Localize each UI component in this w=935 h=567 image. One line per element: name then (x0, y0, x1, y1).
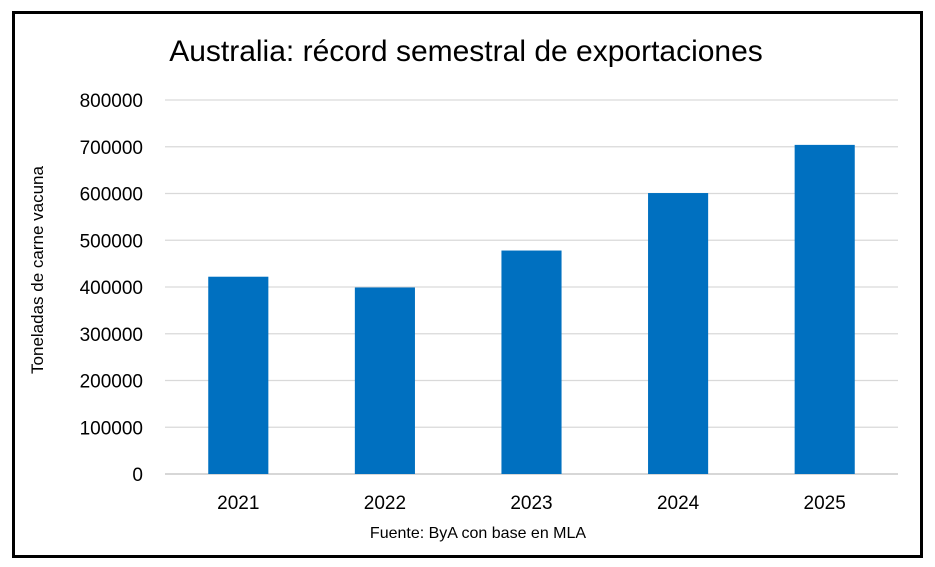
bars (208, 144, 855, 474)
x-tick-label: 2025 (804, 493, 846, 514)
y-tick-label: 200000 (80, 372, 143, 393)
y-tick-labels: 0 100000 200000 300000 400000 500000 600000 700… (80, 91, 143, 486)
y-tick-label: 400000 (80, 278, 143, 299)
bar-2022 (354, 287, 415, 474)
y-tick-label: 0 (132, 465, 143, 486)
y-axis-label: Toneladas de carne vacuna (28, 165, 47, 373)
x-tick-label: 2021 (217, 493, 259, 514)
x-tick-label: 2024 (657, 493, 700, 514)
x-tick-label: 2023 (510, 493, 552, 514)
bar-2023 (501, 250, 562, 474)
chart-frame (12, 11, 923, 558)
y-tick-label: 800000 (80, 91, 143, 112)
x-tick-labels: 2021 2022 2023 2024 2025 (217, 493, 846, 514)
source-note: Fuente: ByA con base en MLA (370, 525, 586, 542)
y-tick-label: 700000 (80, 138, 143, 159)
gridlines (165, 99, 898, 475)
bar-2024 (648, 193, 709, 474)
bar-2021 (208, 276, 269, 474)
bar-2025 (794, 144, 855, 474)
y-tick-label: 500000 (80, 231, 143, 252)
y-tick-label: 300000 (80, 325, 143, 346)
y-tick-label: 600000 (80, 185, 143, 206)
x-tick-label: 2022 (364, 493, 406, 514)
y-tick-label: 100000 (80, 418, 143, 439)
chart-title: Australia: récord semestral de exportaci… (169, 35, 763, 68)
